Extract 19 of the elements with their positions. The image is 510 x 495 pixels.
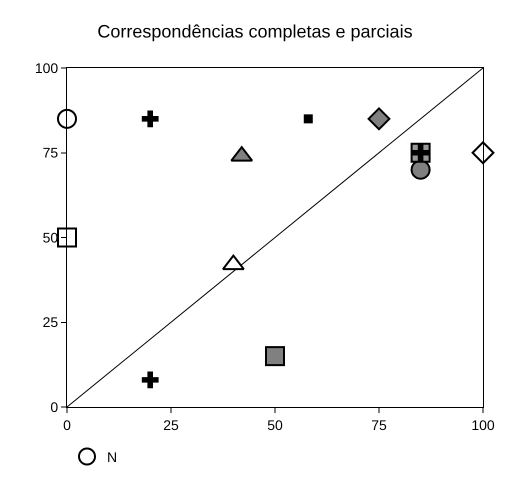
x-tick-label: 50 <box>267 416 283 433</box>
x-tick-label: 25 <box>163 416 179 433</box>
chart-title: Correspondências completas e parciais <box>97 21 413 42</box>
point <box>472 141 494 164</box>
y-tick-label: 0 <box>50 398 58 415</box>
point <box>142 371 159 388</box>
point <box>265 346 285 366</box>
y-tick-label: 75 <box>42 144 58 161</box>
point <box>368 107 390 130</box>
legend-label: N <box>107 448 118 465</box>
point <box>57 228 77 248</box>
point <box>304 114 313 124</box>
y-tick-label: 100 <box>34 60 58 76</box>
point <box>57 108 77 129</box>
x-tick-label: 0 <box>63 416 72 433</box>
x-tick-label: 75 <box>371 416 387 433</box>
point <box>142 110 159 128</box>
y-tick-label: 25 <box>42 314 58 330</box>
x-tick-label: 100 <box>471 416 495 433</box>
